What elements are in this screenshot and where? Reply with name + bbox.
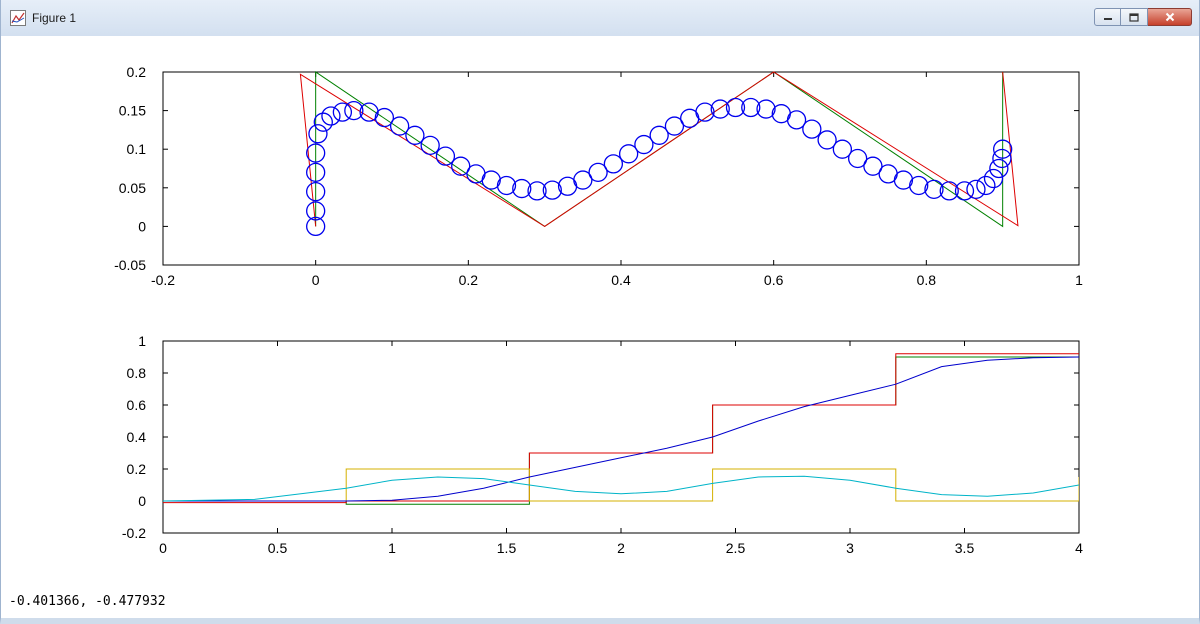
series-line-2-4	[163, 356, 1079, 502]
x-tick-label-2: 4	[1075, 540, 1083, 556]
x-tick-label-1: 0.2	[459, 272, 479, 288]
circle-marker	[832, 139, 853, 159]
y-tick-label-1: 0.15	[119, 103, 146, 119]
circle-marker	[573, 170, 593, 190]
circle-marker	[389, 116, 410, 136]
circle-marker	[308, 124, 328, 144]
circle-marker	[542, 180, 562, 200]
close-icon	[1165, 12, 1174, 22]
x-tick-label-2: 1.5	[497, 540, 517, 556]
circle-marker	[893, 170, 914, 190]
x-tick-label-1: 1	[1075, 272, 1083, 288]
y-tick-label-2: 1	[138, 333, 146, 349]
circle-marker	[618, 144, 639, 164]
x-tick-label-1: -0.2	[151, 272, 175, 288]
circle-marker	[306, 201, 326, 221]
circle-marker	[588, 162, 608, 183]
circle-marker	[359, 102, 379, 122]
y-tick-label-2: -0.2	[122, 525, 146, 541]
series-line-1-2	[299, 71, 1019, 227]
minimize-icon	[1103, 18, 1112, 20]
circle-marker	[344, 100, 364, 121]
x-tick-label-1: 0.4	[611, 272, 631, 288]
x-tick-label-2: 2	[617, 540, 625, 556]
circle-marker	[983, 168, 1004, 189]
circle-marker	[405, 125, 425, 145]
window-title: Figure 1	[32, 11, 77, 25]
x-tick-label-2: 3	[846, 540, 854, 556]
series-line-2-3	[163, 468, 1079, 502]
circle-marker	[321, 106, 341, 126]
circle-marker	[695, 102, 715, 122]
circle-marker	[496, 175, 517, 196]
circle-marker	[649, 125, 669, 145]
y-tick-label-1: 0	[138, 218, 146, 234]
y-tick-label-2: 0	[138, 493, 146, 509]
circle-marker	[741, 97, 761, 118]
minimize-button[interactable]	[1094, 8, 1121, 26]
circle-marker	[306, 182, 326, 202]
circle-marker	[527, 181, 547, 201]
circle-marker	[603, 154, 624, 174]
circle-marker	[374, 107, 395, 128]
y-tick-label-2: 0.8	[127, 365, 147, 381]
x-tick-label-2: 1	[388, 540, 396, 556]
series-line-2-5	[163, 475, 1079, 502]
figure-app-icon	[10, 10, 26, 26]
circle-marker	[966, 179, 986, 199]
circle-marker	[725, 97, 746, 118]
circle-marker	[481, 170, 501, 190]
circle-marker	[976, 175, 996, 196]
axes-frame-2	[162, 340, 1080, 534]
plot-canvas[interactable]: -0.2 0 0.2 0.4 0.6 0.8 1 -0.05 0 0.05 0.1 0.15 0.2 0 0…	[9, 36, 1191, 614]
circle-marker	[992, 148, 1012, 169]
circle-marker	[989, 158, 1009, 179]
circle-marker	[802, 119, 822, 139]
x-tick-label-1: 0	[312, 272, 320, 288]
circle-marker	[634, 134, 654, 155]
circle-marker	[993, 139, 1013, 159]
circle-marker	[924, 179, 944, 199]
circle-marker	[306, 216, 326, 237]
x-tick-label-2: 3.5	[955, 540, 975, 556]
cursor-coordinates: -0.401366, -0.477932	[9, 594, 166, 609]
circle-marker	[939, 181, 959, 201]
circle-marker	[786, 110, 807, 130]
circle-marker	[664, 116, 685, 136]
circle-marker	[847, 148, 868, 169]
circle-marker	[954, 181, 975, 201]
maximize-button[interactable]	[1121, 8, 1148, 26]
circle-marker	[756, 99, 776, 119]
circle-marker	[306, 162, 326, 183]
circle-marker	[863, 156, 883, 176]
circle-marker	[710, 99, 730, 119]
x-tick-label-2: 0	[159, 540, 167, 556]
circle-marker	[420, 135, 440, 155]
circle-marker	[313, 112, 333, 132]
y-tick-label-2: 0.6	[127, 397, 147, 413]
x-tick-label-2: 0.5	[268, 540, 288, 556]
circle-marker	[451, 156, 471, 176]
x-tick-label-1: 0.8	[917, 272, 937, 288]
title-bar[interactable]: Figure 1	[1, 0, 1199, 36]
circle-marker	[512, 178, 532, 199]
circle-marker	[909, 175, 929, 196]
circle-marker	[435, 146, 456, 166]
y-tick-label-1: -0.05	[114, 257, 146, 273]
y-tick-label-2: 0.4	[127, 429, 147, 445]
x-tick-label-2: 2.5	[726, 540, 746, 556]
close-button[interactable]	[1148, 8, 1192, 26]
figure-svg: -0.2 0 0.2 0.4 0.6 0.8 1 -0.05 0 0.05 0.1 0.15 0.2 0 0…	[114, 64, 1083, 556]
y-tick-label-1: 0.05	[119, 180, 146, 196]
circle-marker	[332, 102, 353, 122]
y-tick-label-1: 0.2	[127, 64, 147, 80]
x-tick-label-1: 0.6	[764, 272, 784, 288]
circle-marker	[306, 143, 326, 163]
circle-marker	[817, 130, 837, 150]
maximize-icon	[1129, 12, 1139, 22]
y-tick-label-1: 0.1	[127, 141, 147, 157]
series-line-2-2	[163, 353, 1079, 504]
y-tick-label-2: 0.2	[127, 461, 147, 477]
